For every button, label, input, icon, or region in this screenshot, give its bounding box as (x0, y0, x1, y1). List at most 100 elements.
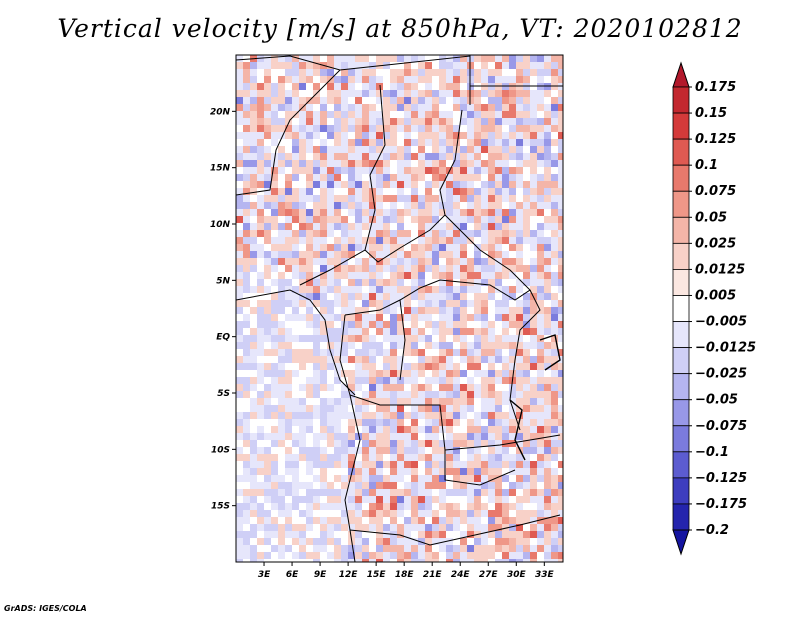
field-cell (355, 419, 363, 427)
field-cell (530, 391, 538, 399)
field-cell (537, 482, 545, 490)
field-cell (544, 111, 552, 119)
field-cell (467, 272, 475, 280)
field-cell (411, 160, 419, 168)
field-cell (523, 153, 531, 161)
field-cell (341, 503, 349, 511)
field-cell (278, 447, 286, 455)
field-cell (404, 468, 412, 476)
field-cell (404, 405, 412, 413)
field-cell (453, 447, 461, 455)
field-cell (425, 538, 433, 546)
field-cell (537, 167, 545, 175)
field-cell (236, 76, 244, 84)
field-cell (243, 475, 251, 483)
field-cell (348, 209, 356, 217)
field-cell (383, 300, 391, 308)
field-cell (453, 335, 461, 343)
field-cell (558, 405, 563, 413)
field-cell (446, 356, 454, 364)
field-cell (341, 90, 349, 98)
field-cell (278, 503, 286, 511)
field-cell (320, 167, 328, 175)
field-cell (544, 412, 552, 420)
field-cell (383, 517, 391, 525)
field-cell (467, 69, 475, 77)
field-cell (243, 517, 251, 525)
field-cell (313, 419, 321, 427)
field-cell (551, 216, 559, 224)
field-cell (320, 377, 328, 385)
field-cell (362, 209, 370, 217)
field-cell (355, 146, 363, 154)
x-axis: 3E 6E 9E 12E 15E 18E 21E 24E 27E 30E 33E (258, 562, 554, 580)
field-cell (516, 174, 524, 182)
field-cell (292, 279, 300, 287)
field-cell (383, 209, 391, 217)
field-cell (250, 244, 258, 252)
field-cell (236, 104, 244, 112)
field-cell (446, 377, 454, 385)
field-cell (558, 146, 563, 154)
field-cell (306, 349, 314, 357)
field-cell (523, 146, 531, 154)
field-cell (264, 335, 272, 343)
field-cell (502, 363, 510, 371)
field-cell (544, 538, 552, 546)
field-cell (243, 118, 251, 126)
field-cell (460, 300, 468, 308)
field-cell (257, 342, 265, 350)
field-cell (348, 279, 356, 287)
field-cell (551, 251, 559, 259)
field-cell (509, 412, 517, 420)
field-cell (558, 377, 563, 385)
field-cell (439, 132, 447, 140)
field-cell (390, 216, 398, 224)
field-cell (502, 377, 510, 385)
field-cell (299, 97, 307, 105)
field-cell (488, 279, 496, 287)
field-cell (404, 412, 412, 420)
field-cell (530, 167, 538, 175)
field-cell (313, 76, 321, 84)
field-cell (523, 510, 531, 518)
field-cell (425, 524, 433, 532)
field-cell (341, 209, 349, 217)
field-cell (460, 405, 468, 413)
colorbar-label: 0.15 (695, 106, 727, 121)
field-cell (474, 265, 482, 273)
field-cell (376, 216, 384, 224)
field-cell (474, 237, 482, 245)
field-cell (432, 174, 440, 182)
field-cell (432, 83, 440, 91)
field-cell (544, 496, 552, 504)
field-cell (404, 111, 412, 119)
field-cell (341, 307, 349, 315)
field-cell (544, 146, 552, 154)
field-cell (292, 244, 300, 252)
field-cell (397, 188, 405, 196)
field-cell (432, 461, 440, 469)
field-cell (271, 454, 279, 462)
field-cell (250, 510, 258, 518)
field-cell (481, 524, 489, 532)
field-cell (432, 321, 440, 329)
field-cell (327, 125, 335, 133)
field-cell (369, 447, 377, 455)
field-cell (376, 517, 384, 525)
field-cell (516, 468, 524, 476)
field-cell (397, 440, 405, 448)
field-cell (264, 188, 272, 196)
field-cell (397, 307, 405, 315)
field-cell (523, 517, 531, 525)
field-cell (537, 531, 545, 539)
field-cell (299, 468, 307, 476)
field-cell (453, 398, 461, 406)
field-cell (495, 279, 503, 287)
field-cell (348, 174, 356, 182)
field-cell (278, 349, 286, 357)
field-cell (551, 510, 559, 518)
field-cell (432, 181, 440, 189)
field-cell (425, 419, 433, 427)
field-cell (425, 440, 433, 448)
